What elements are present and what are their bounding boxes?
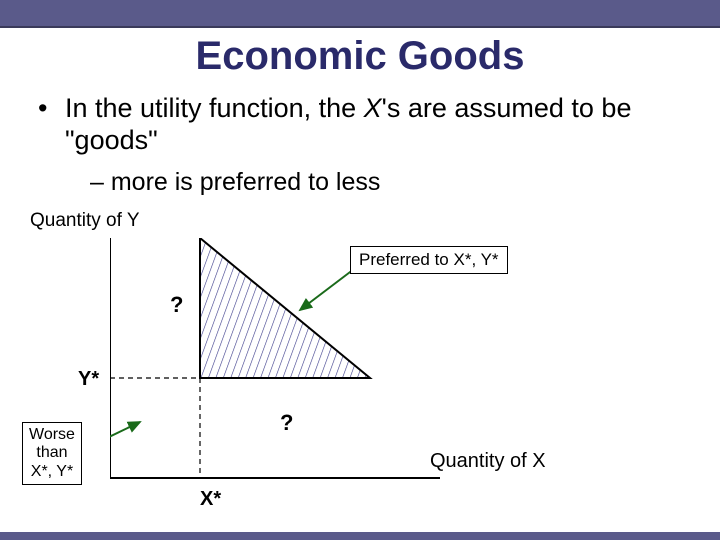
question-upper: ? (170, 292, 183, 318)
x-axis-label: Quantity of X (430, 450, 546, 473)
question-lower: ? (280, 410, 293, 436)
slide-title: Economic Goods (0, 34, 720, 79)
worse-box: Worse than X*, Y* (22, 422, 82, 485)
bullet-prefix: In the utility function, the (65, 93, 364, 123)
arrow-worse (110, 422, 140, 452)
preferred-box: Preferred to X*, Y* (350, 246, 508, 274)
worse-line3: X*, Y* (31, 463, 73, 480)
footer-strip (0, 532, 720, 540)
sub-bullet: – more is preferred to less (90, 168, 380, 197)
bullet-text: In the utility function, the X's are ass… (65, 92, 665, 157)
x-star-label: X* (200, 488, 221, 511)
main-bullet: • In the utility function, the X's are a… (38, 92, 688, 157)
worse-line2: than (36, 444, 67, 461)
bullet-italic: X (364, 93, 382, 123)
bullet-dot-icon: • (38, 92, 47, 124)
header-strip (0, 0, 720, 28)
y-star-label: Y* (78, 368, 99, 391)
preferred-triangle (200, 238, 370, 378)
y-axis-label: Quantity of Y (30, 210, 140, 232)
chart-svg (110, 238, 470, 508)
worse-line1: Worse (29, 426, 75, 443)
